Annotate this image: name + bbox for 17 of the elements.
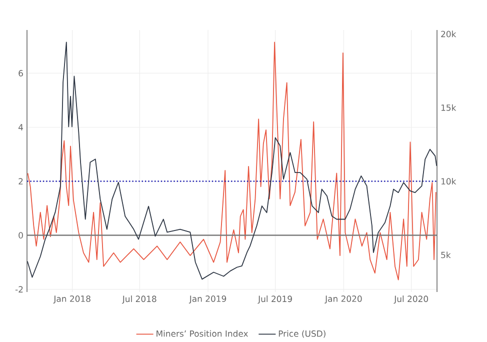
y2-tick-label: 15k (441, 104, 456, 111)
y-tick-label: 6 (18, 70, 23, 76)
x-tick-label: Jan 2018 (53, 295, 90, 304)
x-tick-label: Jul 2018 (122, 295, 156, 304)
x-tick-label: Jan 2020 (324, 295, 362, 304)
x-tick-label: Jan 2019 (188, 295, 226, 304)
y2-tick-label: 10k (441, 178, 456, 184)
y2-tick-label: 5k (441, 252, 451, 258)
y-tick-label: 0 (18, 232, 23, 238)
y-tick-label: 4 (18, 124, 23, 130)
x-tick-label: Jul 2020 (394, 295, 428, 304)
x-tick-label: Jul 2019 (258, 295, 292, 304)
y2-tick-label: 20k (441, 30, 456, 38)
y-tick-label: 2 (18, 178, 23, 184)
y-tick-label: -2 (15, 286, 23, 292)
legend-label: Price (USD) (278, 330, 326, 338)
legend-label: Miners’ Position Index (156, 330, 248, 337)
